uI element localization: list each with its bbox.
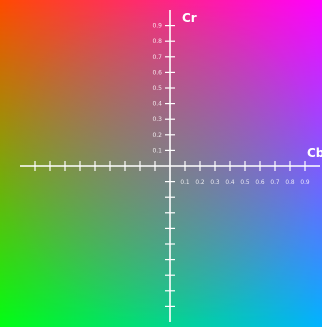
x-tick-label: 0.5 [240, 180, 250, 186]
x-tick-label: 0.9 [300, 180, 310, 186]
y-tick-label: 0.2 [152, 132, 162, 139]
x-tick-label: 0.6 [255, 180, 265, 186]
y-tick-label: 0.9 [152, 23, 162, 30]
x-tick-label: 0.8 [285, 180, 295, 186]
y-tick-label: 0.8 [152, 38, 162, 45]
y-tick-label: 0.7 [152, 54, 162, 61]
y-tick-label: 0.4 [152, 101, 162, 108]
y-tick-label: 0.3 [152, 116, 162, 123]
x-axis-label: Cb [307, 146, 322, 160]
y-tick-label: 0.6 [152, 69, 162, 76]
x-tick-label: 0.4 [225, 180, 235, 186]
x-tick-label: 0.1 [180, 180, 190, 186]
x-tick-label: 0.2 [195, 180, 205, 186]
y-tick-label: 0.5 [152, 85, 162, 92]
x-tick-label: 0.7 [270, 180, 280, 186]
x-tick-label: 0.3 [210, 180, 220, 186]
y-tick-label: 0.1 [152, 147, 162, 154]
y-axis-label: Cr [182, 11, 197, 25]
